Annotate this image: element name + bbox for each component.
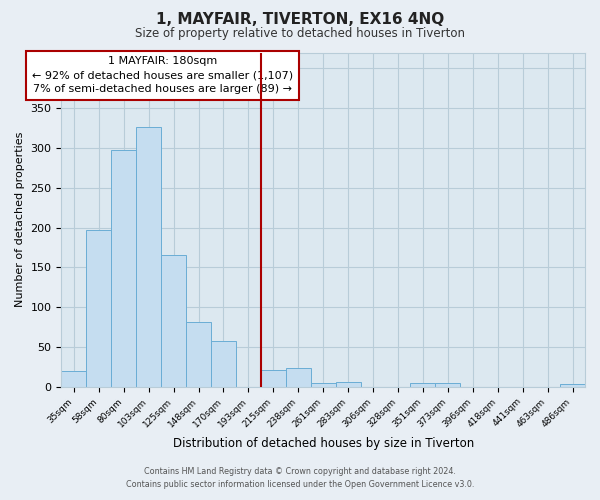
Text: Contains HM Land Registry data © Crown copyright and database right 2024.
Contai: Contains HM Land Registry data © Crown c… [126, 467, 474, 489]
Y-axis label: Number of detached properties: Number of detached properties [15, 132, 25, 308]
Bar [211, 342, 236, 387]
Bar [436, 383, 460, 387]
Bar [410, 383, 436, 387]
Text: 1, MAYFAIR, TIVERTON, EX16 4NQ: 1, MAYFAIR, TIVERTON, EX16 4NQ [156, 12, 444, 28]
Bar [136, 128, 161, 387]
Bar [161, 254, 186, 387]
Bar [61, 371, 86, 387]
Bar [186, 322, 211, 387]
Bar [560, 384, 585, 387]
Bar [286, 368, 311, 387]
Bar [311, 383, 335, 387]
Bar [86, 230, 111, 387]
Text: Size of property relative to detached houses in Tiverton: Size of property relative to detached ho… [135, 28, 465, 40]
Text: 1 MAYFAIR: 180sqm
← 92% of detached houses are smaller (1,107)
7% of semi-detach: 1 MAYFAIR: 180sqm ← 92% of detached hous… [32, 56, 293, 94]
X-axis label: Distribution of detached houses by size in Tiverton: Distribution of detached houses by size … [173, 437, 474, 450]
Bar [111, 150, 136, 387]
Bar [261, 370, 286, 387]
Bar [335, 382, 361, 387]
